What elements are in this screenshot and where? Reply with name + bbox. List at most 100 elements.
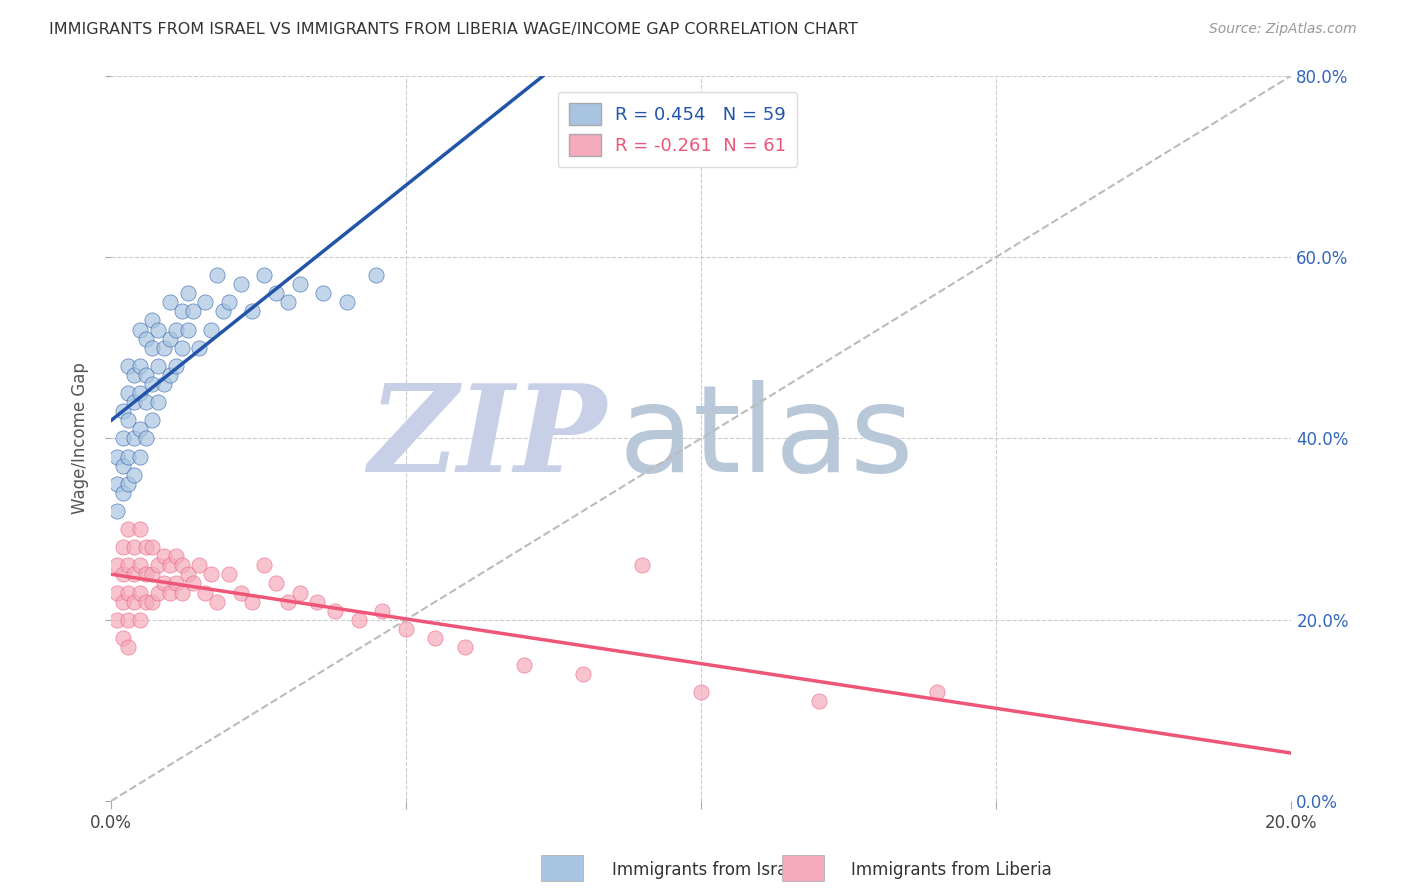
Point — [129, 450, 152, 464]
Point — [141, 376, 163, 391]
Point — [129, 422, 152, 436]
Point — [146, 322, 169, 336]
Text: Immigrants from Liberia: Immigrants from Liberia — [851, 861, 1052, 879]
Point — [288, 277, 311, 292]
Point — [242, 304, 264, 318]
Point — [253, 558, 276, 573]
Point — [170, 585, 193, 599]
Point — [253, 268, 276, 282]
Point — [124, 467, 146, 482]
Text: atlas: atlas — [619, 380, 914, 497]
Point — [117, 386, 139, 401]
Point — [159, 558, 181, 573]
Point — [513, 658, 536, 673]
Point — [170, 304, 193, 318]
Point — [205, 268, 228, 282]
Point — [159, 295, 181, 310]
Point — [129, 522, 152, 536]
Point — [117, 613, 139, 627]
Point — [129, 558, 152, 573]
Point — [111, 631, 134, 645]
Point — [229, 277, 252, 292]
Point — [111, 540, 134, 554]
Point — [105, 613, 128, 627]
Point — [105, 504, 128, 518]
Point — [117, 640, 139, 654]
Point — [312, 286, 335, 301]
Point — [159, 332, 181, 346]
Point — [425, 631, 447, 645]
Point — [146, 558, 169, 573]
Text: Immigrants from Israel: Immigrants from Israel — [612, 861, 801, 879]
Point — [631, 558, 654, 573]
Point — [124, 594, 146, 608]
Point — [176, 322, 198, 336]
Point — [170, 558, 193, 573]
Point — [124, 368, 146, 382]
Point — [153, 376, 176, 391]
Point — [141, 567, 163, 582]
Legend: R = 0.454   N = 59, R = -0.261  N = 61: R = 0.454 N = 59, R = -0.261 N = 61 — [558, 92, 797, 167]
Point — [277, 594, 299, 608]
Point — [129, 322, 152, 336]
Point — [111, 404, 134, 418]
Point — [170, 341, 193, 355]
Point — [183, 576, 205, 591]
Point — [124, 540, 146, 554]
Point — [124, 567, 146, 582]
Point — [200, 322, 222, 336]
Point — [111, 458, 134, 473]
Point — [135, 332, 157, 346]
Point — [200, 567, 222, 582]
Point — [135, 395, 157, 409]
Text: IMMIGRANTS FROM ISRAEL VS IMMIGRANTS FROM LIBERIA WAGE/INCOME GAP CORRELATION CH: IMMIGRANTS FROM ISRAEL VS IMMIGRANTS FRO… — [49, 22, 858, 37]
Point — [111, 485, 134, 500]
Point — [176, 286, 198, 301]
Point — [395, 622, 418, 636]
Point — [141, 313, 163, 327]
Point — [347, 613, 370, 627]
Point — [323, 604, 346, 618]
Point — [135, 368, 157, 382]
Point — [117, 450, 139, 464]
Point — [146, 359, 169, 373]
Point — [159, 368, 181, 382]
Point — [124, 395, 146, 409]
Point — [129, 613, 152, 627]
Point — [141, 341, 163, 355]
Point — [153, 576, 176, 591]
Point — [183, 304, 205, 318]
Point — [572, 667, 595, 681]
Point — [264, 576, 287, 591]
Point — [371, 604, 394, 618]
Point — [124, 431, 146, 445]
Point — [135, 431, 157, 445]
Point — [165, 576, 187, 591]
Point — [927, 685, 949, 699]
Point — [117, 476, 139, 491]
Point — [105, 450, 128, 464]
Point — [146, 395, 169, 409]
Point — [135, 594, 157, 608]
Point — [117, 522, 139, 536]
Point — [117, 585, 139, 599]
Point — [146, 585, 169, 599]
Point — [105, 476, 128, 491]
Point — [288, 585, 311, 599]
Point — [105, 558, 128, 573]
Point — [212, 304, 235, 318]
Point — [153, 341, 176, 355]
Point — [141, 413, 163, 427]
Point — [205, 594, 228, 608]
Point — [336, 295, 359, 310]
Point — [194, 295, 217, 310]
Point — [165, 322, 187, 336]
Point — [194, 585, 217, 599]
Point — [117, 359, 139, 373]
Point — [105, 585, 128, 599]
Point — [129, 386, 152, 401]
Point — [117, 558, 139, 573]
Point — [218, 295, 240, 310]
Point — [141, 594, 163, 608]
Point — [229, 585, 252, 599]
